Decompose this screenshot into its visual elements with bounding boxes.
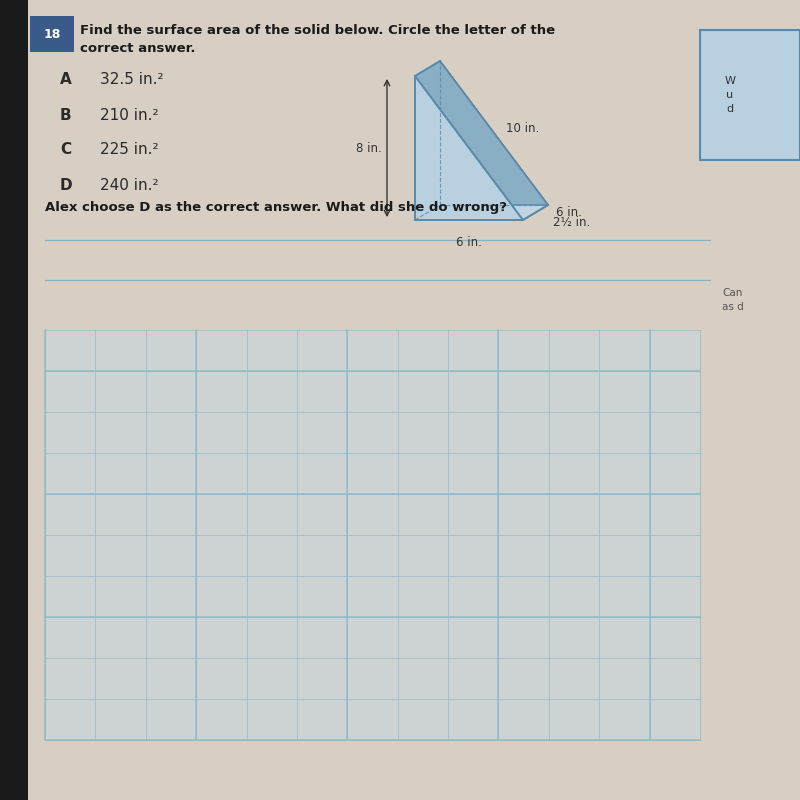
Bar [45,330,700,740]
Text: 225 in.²: 225 in.² [100,142,158,158]
Text: 8 in.: 8 in. [356,142,382,154]
Text: D: D [60,178,73,193]
Text: correct answer.: correct answer. [80,42,195,54]
Text: W
u
d: W u d [725,76,735,114]
Polygon shape [415,61,440,220]
Text: Alex choose D as the correct answer. What did she do wrong?: Alex choose D as the correct answer. Wha… [45,202,507,214]
Polygon shape [415,61,548,220]
Text: 6 in.: 6 in. [556,206,582,219]
Text: 240 in.²: 240 in.² [100,178,158,193]
Text: 18: 18 [43,27,61,41]
Bar [30,20,790,410]
Text: C: C [60,142,71,158]
Text: 10 in.: 10 in. [506,122,540,135]
Bar [0,0,28,800]
Polygon shape [415,76,523,220]
Text: 6 in.: 6 in. [456,235,482,249]
Bar [700,30,800,160]
Text: B: B [60,107,72,122]
Text: 2½ in.: 2½ in. [553,217,590,230]
Polygon shape [415,205,548,220]
Text: 32.5 in.²: 32.5 in.² [100,73,164,87]
Text: 210 in.²: 210 in.² [100,107,158,122]
Polygon shape [440,61,548,205]
Text: A: A [60,73,72,87]
Text: Can
as d: Can as d [722,288,744,312]
Text: Find the surface area of the solid below. Circle the letter of the: Find the surface area of the solid below… [80,23,555,37]
Bar [30,16,74,52]
